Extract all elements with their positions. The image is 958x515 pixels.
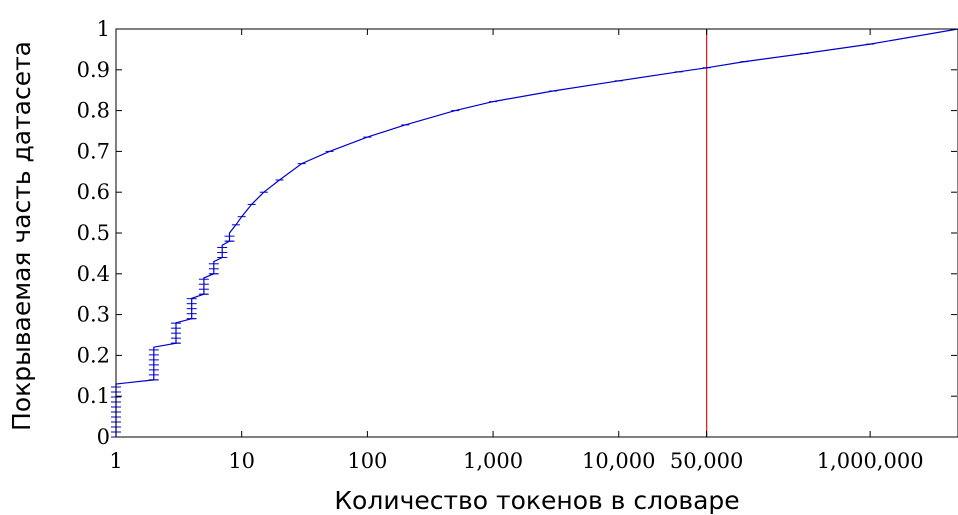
x-tick-label: 10 — [228, 449, 255, 473]
y-tick-label: 0.1 — [77, 384, 110, 408]
plot-frame — [115, 28, 958, 438]
y-tick-label: 0.2 — [77, 343, 110, 367]
y-tick-label: 0.5 — [77, 221, 110, 245]
x-tick-label: 10,000 — [582, 449, 655, 473]
y-tick-label: 0.4 — [77, 262, 110, 286]
y-axis-label: Покрываемая часть датасета — [7, 41, 36, 431]
x-tick-label: 1,000 — [463, 449, 523, 473]
ticks: 1 10 100 1,000 10,000 50,000 1,000,000 0 0.1 0.2 0… — [77, 17, 957, 473]
x-tick-label: 1,000,000 — [817, 449, 924, 473]
y-tick-label: 0.8 — [77, 99, 110, 123]
y-tick-label: 1 — [97, 17, 110, 41]
y-tick-label: 0.6 — [77, 180, 110, 204]
x-tick-label: 1 — [109, 449, 122, 473]
y-tick-label: 0 — [97, 425, 110, 449]
x-tick-label: 50,000 — [670, 449, 743, 473]
x-axis-label: Количество токенов в словаре — [334, 486, 739, 515]
x-tick-label: 100 — [347, 449, 387, 473]
series-line — [115, 28, 958, 437]
y-tick-label: 0.7 — [77, 139, 110, 163]
y-tick-label: 0.3 — [77, 303, 110, 327]
y-tick-label: 0.9 — [77, 58, 110, 82]
plot-area — [111, 28, 958, 438]
series-point-marks — [111, 28, 958, 438]
